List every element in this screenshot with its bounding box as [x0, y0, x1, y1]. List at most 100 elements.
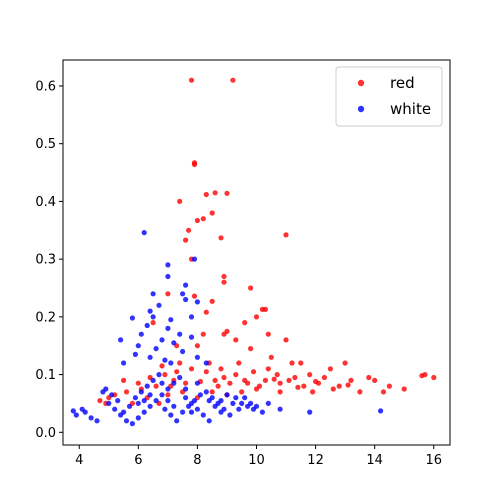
data-point-white-12	[129, 315, 135, 321]
data-point-white-31	[162, 357, 168, 363]
data-point-white-82	[174, 418, 180, 424]
data-point-red-56	[271, 376, 277, 382]
data-point-red-84	[357, 389, 363, 395]
data-point-white-74	[126, 403, 133, 409]
data-point-red-77	[203, 369, 209, 375]
data-point-white-45	[129, 421, 135, 427]
data-point-red-88	[239, 389, 245, 395]
data-point-white-28	[180, 348, 186, 355]
data-point-white-50	[159, 392, 165, 398]
data-point-white-72	[109, 392, 115, 398]
data-point-red-17	[221, 279, 227, 285]
data-point-white-34	[73, 412, 79, 418]
data-point-white-99	[171, 403, 177, 409]
y-tick-label-2: 0.2	[35, 310, 56, 325]
data-point-red-42	[366, 374, 372, 381]
data-point-white-73	[115, 398, 121, 404]
data-point-red-102	[345, 382, 351, 388]
y-tick-label-4: 0.4	[35, 195, 56, 210]
data-point-red-99	[159, 363, 165, 369]
data-point-red-43	[372, 377, 378, 383]
data-point-white-46	[135, 415, 141, 421]
x-tick-label-3: 10	[248, 453, 265, 468]
data-point-red-22	[203, 309, 209, 315]
data-point-white-68	[265, 400, 271, 406]
data-point-red-40	[342, 360, 348, 366]
data-point-red-86	[209, 389, 215, 395]
x-tick-label-5: 14	[366, 453, 383, 468]
data-point-white-96	[135, 400, 141, 406]
data-point-white-26	[147, 354, 153, 360]
data-point-white-94	[245, 403, 251, 409]
data-point-white-57	[200, 412, 206, 418]
data-point-red-80	[250, 369, 257, 375]
data-point-white-71	[378, 408, 384, 414]
y-tick-label-1: 0.1	[35, 368, 56, 383]
data-point-red-26	[150, 320, 156, 326]
data-point-white-10	[147, 308, 153, 314]
data-point-red-13	[283, 232, 289, 238]
data-point-red-30	[224, 328, 230, 334]
data-point-white-44	[123, 418, 130, 424]
data-point-white-93	[239, 400, 245, 406]
data-point-red-95	[310, 389, 316, 395]
data-point-red-47	[422, 372, 428, 378]
data-point-white-64	[242, 395, 248, 401]
data-point-red-93	[301, 383, 307, 389]
data-point-red-38	[289, 360, 295, 366]
x-tick-label-1: 6	[134, 453, 142, 468]
data-point-white-40	[103, 386, 109, 392]
data-point-white-77	[144, 383, 150, 389]
data-point-red-66	[123, 389, 130, 395]
points-layer	[70, 77, 437, 427]
data-point-white-4	[183, 282, 189, 288]
data-point-red-76	[188, 366, 195, 372]
data-point-red-78	[218, 366, 224, 372]
data-point-red-5	[203, 191, 209, 198]
data-point-white-6	[150, 291, 156, 297]
data-point-white-63	[236, 406, 242, 412]
data-point-white-92	[233, 395, 239, 401]
x-tick-label-6: 16	[425, 453, 442, 468]
data-point-white-42	[112, 406, 118, 412]
data-point-white-100	[183, 386, 189, 392]
data-point-red-39	[298, 360, 304, 366]
data-point-red-0	[188, 77, 195, 83]
data-point-red-75	[174, 369, 180, 375]
data-point-white-75	[132, 395, 138, 401]
data-point-red-11	[218, 235, 224, 241]
data-point-red-96	[236, 360, 242, 366]
data-point-white-15	[144, 322, 150, 329]
data-point-white-5	[180, 291, 186, 297]
data-point-red-50	[348, 377, 354, 383]
data-point-red-81	[265, 366, 271, 372]
data-point-red-7	[177, 198, 183, 204]
data-point-white-70	[307, 409, 313, 415]
data-point-white-62	[230, 400, 236, 406]
data-point-white-2	[165, 273, 171, 280]
data-point-white-11	[150, 314, 156, 320]
data-point-white-83	[180, 409, 186, 415]
legend-marker-white	[357, 105, 365, 113]
data-point-red-1	[230, 77, 236, 83]
data-point-red-27	[242, 320, 248, 326]
data-point-white-95	[250, 406, 257, 412]
data-point-white-105	[141, 398, 147, 404]
data-point-white-33	[70, 408, 76, 414]
data-point-white-32	[203, 360, 209, 366]
data-point-red-92	[277, 389, 283, 395]
data-point-red-79	[233, 372, 239, 378]
data-point-white-61	[224, 392, 230, 398]
data-point-red-49	[380, 389, 387, 395]
y-tick-label-3: 0.3	[35, 253, 56, 268]
data-point-red-74	[162, 372, 168, 378]
data-point-white-14	[188, 314, 195, 320]
data-point-red-10	[200, 216, 206, 222]
data-point-white-27	[168, 360, 174, 366]
data-point-red-64	[153, 383, 159, 389]
data-point-white-86	[197, 392, 203, 398]
data-point-white-0	[141, 230, 147, 236]
data-point-white-81	[168, 412, 174, 418]
data-point-white-76	[138, 389, 144, 395]
data-point-white-16	[138, 331, 144, 337]
